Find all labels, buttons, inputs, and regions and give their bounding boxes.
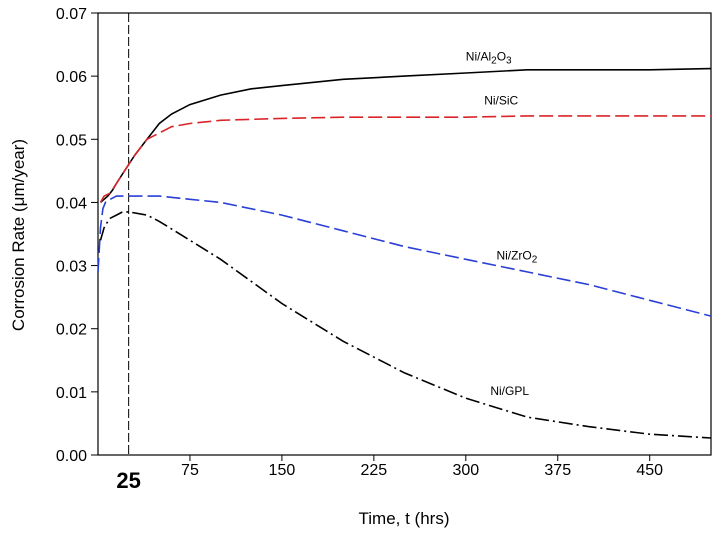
series-layer — [97, 67, 712, 439]
series-line-ni-sic — [99, 115, 711, 203]
y-tick-label: 0.04 — [56, 195, 87, 212]
y-tick-label: 0.07 — [56, 6, 87, 23]
series-label: Ni/ZrO2 — [496, 248, 537, 265]
series-label: Ni/GPL — [490, 384, 529, 398]
x-tick-label: 225 — [360, 462, 387, 479]
y-tick-label: 0.02 — [56, 322, 87, 339]
x-axis-ticks: 75 150 225 300 375 450 — [181, 455, 663, 479]
series-line-ni-al2o3 — [99, 67, 712, 204]
y-tick-label: 0.00 — [56, 448, 87, 465]
marker-label-25: 25 — [116, 468, 140, 493]
x-axis-title: Time, t (hrs) — [359, 509, 450, 528]
series-label: Ni/SiC — [484, 94, 518, 108]
y-tick-label: 0.06 — [56, 69, 87, 86]
y-axis-title: Corrosion Rate (μm/year) — [9, 139, 28, 331]
y-axis-ticks: 0.00 0.01 0.02 0.03 0.04 0.05 0.06 0.07 — [56, 6, 98, 465]
series-label: Ni/Al2O3 — [466, 49, 512, 66]
x-tick-label: 450 — [636, 462, 663, 479]
plot-border — [97, 12, 712, 456]
series-line-ni-gpl — [99, 211, 712, 439]
series-line-ni-zro2 — [97, 195, 712, 317]
y-tick-label: 0.05 — [56, 132, 87, 149]
y-tick-label: 0.03 — [56, 259, 87, 276]
x-tick-label: 300 — [452, 462, 479, 479]
x-tick-label: 150 — [269, 462, 296, 479]
plot-frame — [97, 12, 712, 456]
series-labels: Ni/Al2O3 Ni/SiC Ni/ZrO2 Ni/GPL — [466, 49, 538, 398]
x-tick-label: 375 — [544, 462, 571, 479]
y-tick-label: 0.01 — [56, 385, 87, 402]
x-tick-label: 75 — [181, 462, 199, 479]
